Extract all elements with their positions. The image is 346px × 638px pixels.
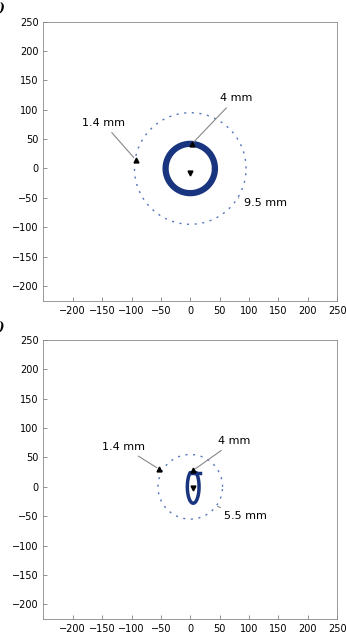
Text: (b): (b) bbox=[0, 322, 5, 334]
Text: 9.5 mm: 9.5 mm bbox=[238, 198, 287, 207]
Text: 4 mm: 4 mm bbox=[195, 436, 251, 469]
Text: 1.4 mm: 1.4 mm bbox=[102, 442, 157, 468]
Text: 1.4 mm: 1.4 mm bbox=[82, 117, 134, 158]
Text: 4 mm: 4 mm bbox=[194, 93, 252, 142]
Text: 5.5 mm: 5.5 mm bbox=[218, 507, 267, 521]
Text: (a): (a) bbox=[0, 3, 5, 16]
